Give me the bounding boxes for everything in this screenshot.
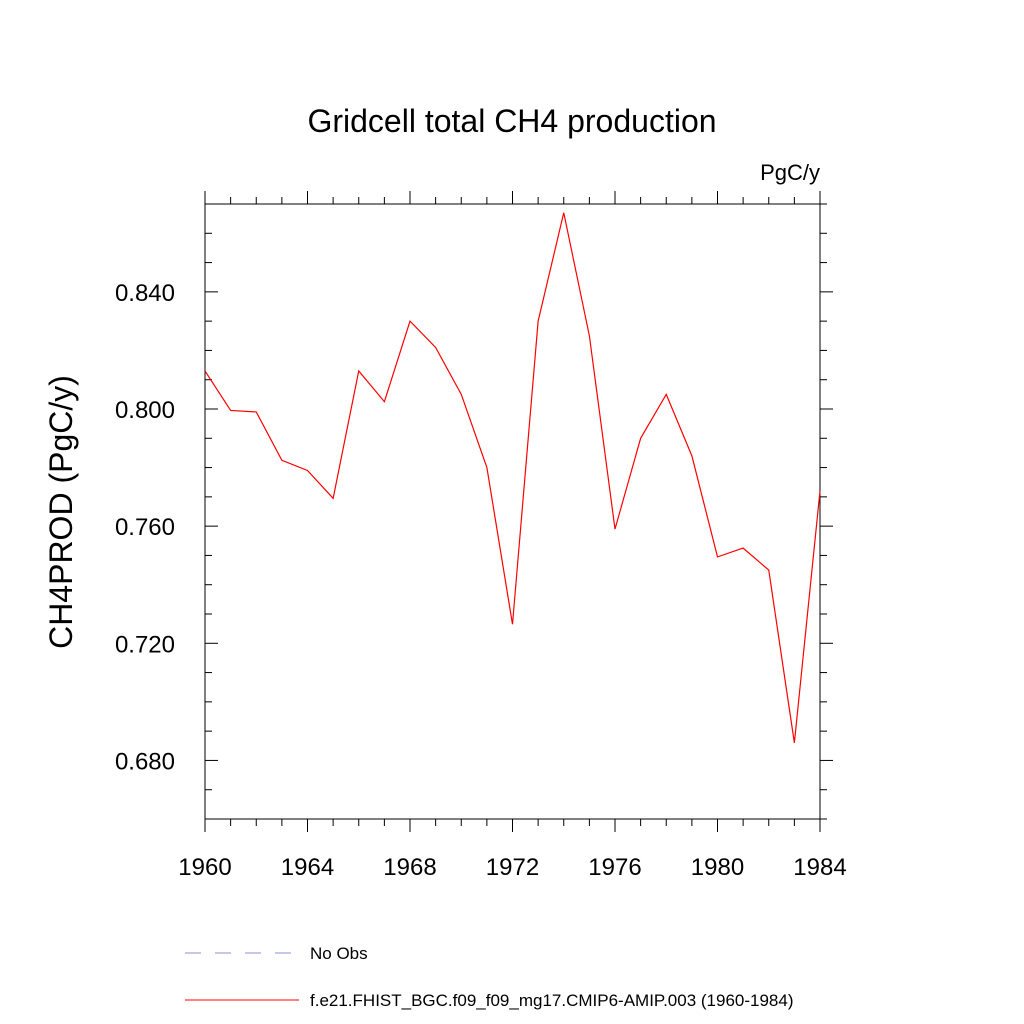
x-tick-label: 1960 xyxy=(178,854,231,881)
y-tick-label: 0.680 xyxy=(115,748,175,775)
y-tick-label: 0.720 xyxy=(115,631,175,658)
legend-label-no-obs: No Obs xyxy=(310,944,368,963)
y-axis-label: CH4PROD (PgC/y) xyxy=(43,375,79,649)
x-tick-label: 1972 xyxy=(486,854,539,881)
axis-tick-labels: 1960 1964 1968 1972 1976 1980 1984 0.680 0.720 0.… xyxy=(115,280,847,881)
y-tick-label: 0.760 xyxy=(115,514,175,541)
series-line-1 xyxy=(204,212,821,743)
plot-frame xyxy=(204,203,821,820)
legend: No Obs f.e21.FHIST_BGC.f09_f09_mg17.CMIP… xyxy=(185,944,794,1010)
x-tick-label: 1964 xyxy=(281,854,334,881)
x-tick-label: 1984 xyxy=(793,854,846,881)
units-label: PgC/y xyxy=(760,160,820,185)
y-tick-label: 0.800 xyxy=(115,397,175,424)
chart-title: Gridcell total CH4 production xyxy=(307,103,716,139)
x-tick-label: 1976 xyxy=(588,854,641,881)
series-layer xyxy=(204,212,821,743)
plot-area: 1960 1964 1968 1972 1976 1980 1984 0.680 0.720 0.… xyxy=(115,191,847,881)
legend-label-model-run: f.e21.FHIST_BGC.f09_f09_mg17.CMIP6-AMIP.… xyxy=(310,991,794,1010)
axis-ticks xyxy=(204,191,833,832)
x-tick-label: 1980 xyxy=(691,854,744,881)
y-tick-label: 0.840 xyxy=(115,280,175,307)
x-tick-label: 1968 xyxy=(383,854,436,881)
